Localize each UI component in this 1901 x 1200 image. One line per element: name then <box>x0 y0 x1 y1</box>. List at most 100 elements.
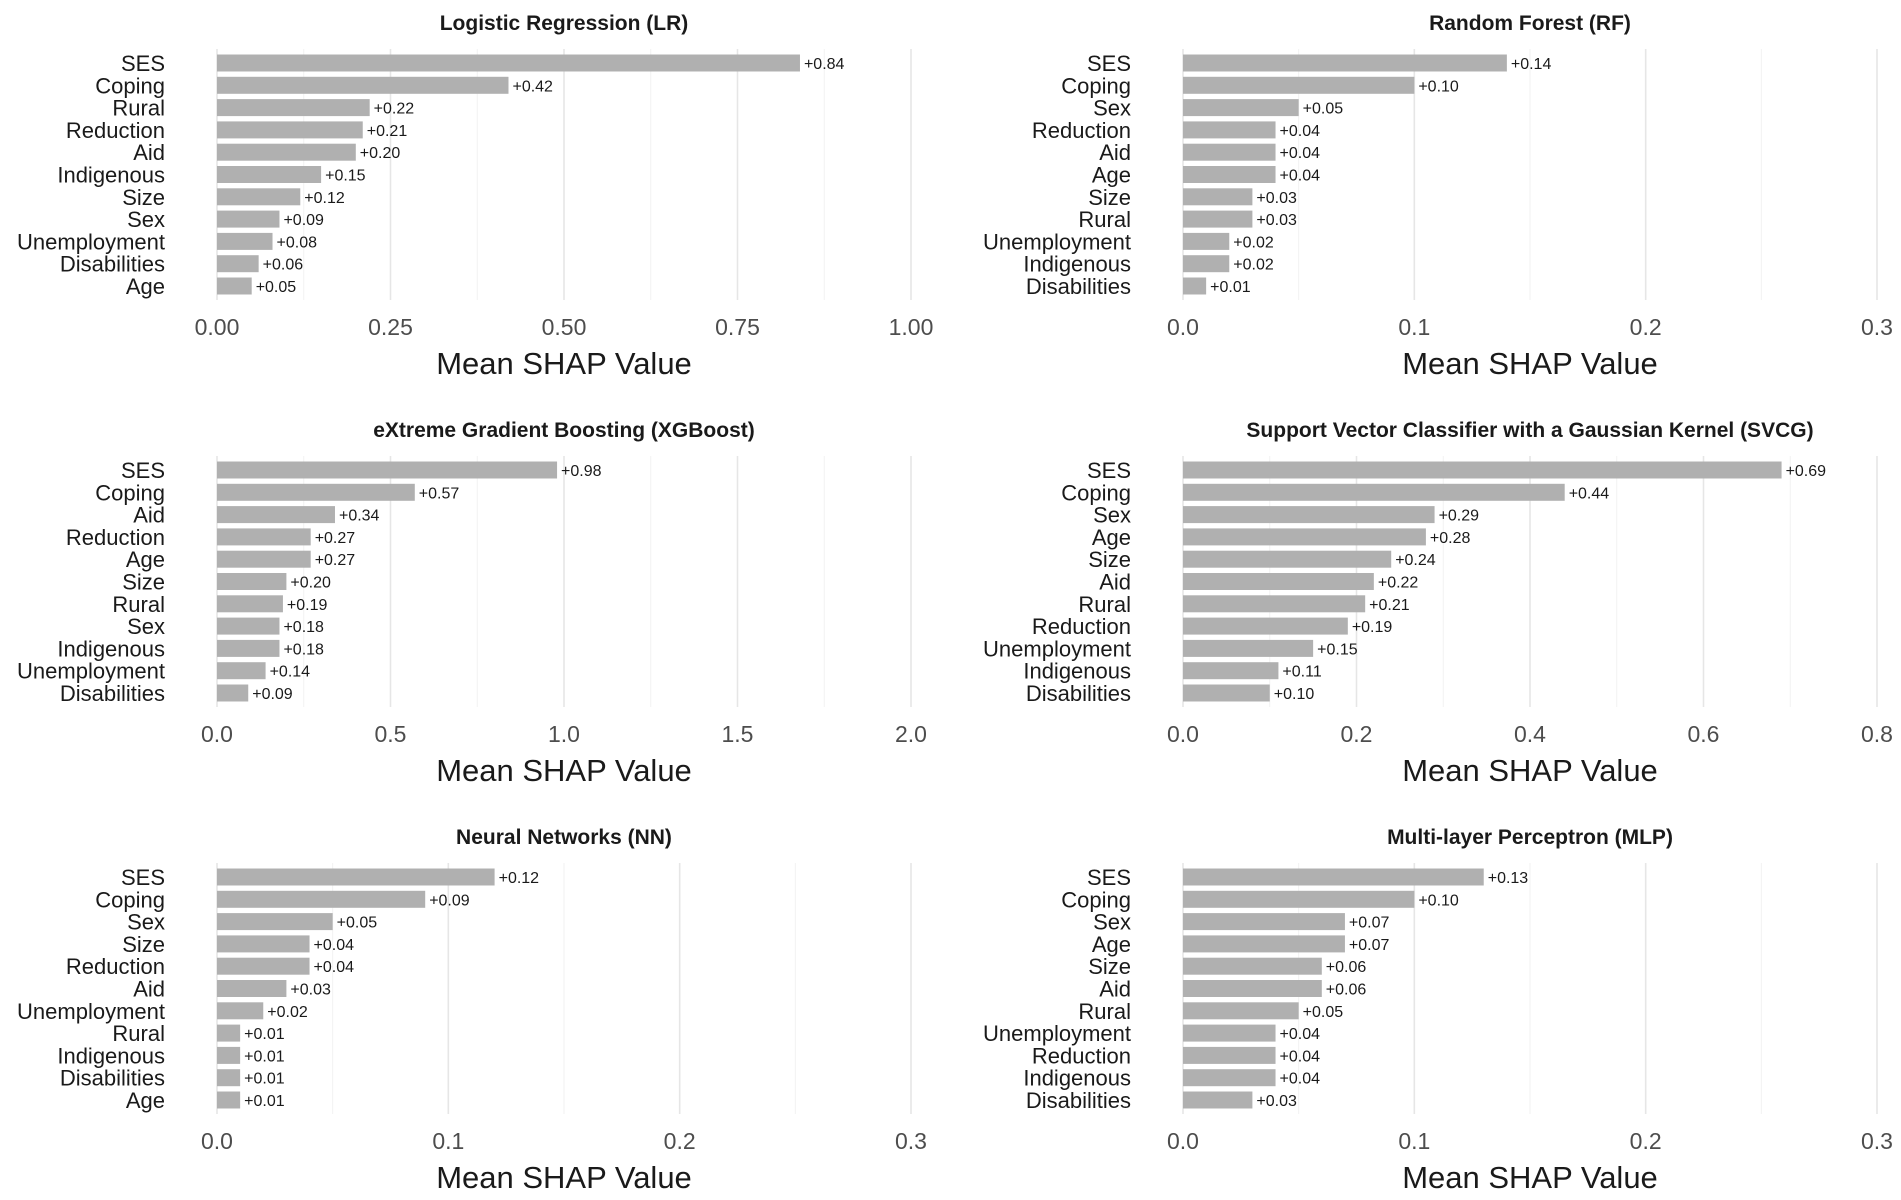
x-tick-label: 0.8 <box>1861 721 1893 747</box>
bar-unemployment <box>1183 1024 1276 1042</box>
bar-aid <box>1183 980 1322 997</box>
bar-aid <box>1183 573 1374 590</box>
value-label: +0.07 <box>1349 937 1390 954</box>
value-label: +0.20 <box>360 145 401 162</box>
x-tick-label: 0.2 <box>1630 314 1662 340</box>
x-tick-label: 0.0 <box>1167 1128 1199 1154</box>
category-label: Sex <box>1093 910 1131 935</box>
bar-disabilities <box>1183 277 1207 295</box>
value-label: +0.06 <box>263 257 304 274</box>
chart-title: Random Forest (RF) <box>1429 12 1631 35</box>
bar-reduction <box>1183 121 1276 139</box>
category-label: Age <box>126 547 165 572</box>
bar-sex <box>217 210 280 228</box>
value-label: +0.12 <box>499 870 540 887</box>
category-label: Coping <box>95 887 165 912</box>
category-label: Coping <box>95 480 165 505</box>
bar-indigenous <box>217 166 322 183</box>
bar-aid <box>217 143 356 161</box>
bar-sex <box>1183 99 1299 117</box>
value-label: +0.04 <box>1280 1071 1321 1088</box>
category-label: Sex <box>127 910 165 935</box>
category-label: Coping <box>1061 887 1131 912</box>
x-tick-label: 0.0 <box>1167 721 1199 747</box>
chart-title: Logistic Regression (LR) <box>440 12 689 35</box>
x-axis-title: Mean SHAP Value <box>436 753 692 788</box>
value-label: +0.28 <box>1430 530 1471 547</box>
chart-panel-6: Multi-layer Perceptron (MLP) SES +0.13 Copi… <box>983 826 1893 1195</box>
category-label: Reduction <box>66 954 165 979</box>
panels: Logistic Regression (LR) SES +0.84 Coping +0… <box>17 12 1893 1195</box>
category-label: Reduction <box>1032 1043 1131 1068</box>
value-label: +0.14 <box>1511 56 1552 73</box>
x-tick-label: 0.50 <box>542 314 587 340</box>
chart-panel-2: Random Forest (RF) SES +0.14 Coping +0.10 Sex… <box>983 12 1893 381</box>
bar-disabilities <box>1183 1091 1253 1109</box>
category-label: SES <box>121 458 165 483</box>
x-tick-label: 0.75 <box>715 314 760 340</box>
value-label: +0.10 <box>1418 892 1459 909</box>
chart-panel-1: Logistic Regression (LR) SES +0.84 Coping +0… <box>17 12 933 381</box>
category-label: SES <box>121 865 165 890</box>
category-label: Age <box>126 1088 165 1113</box>
bar-ses <box>217 868 495 886</box>
x-tick-label: 0.2 <box>1630 1128 1662 1154</box>
x-axis-title: Mean SHAP Value <box>1402 753 1658 788</box>
x-axis-title: Mean SHAP Value <box>436 1160 692 1195</box>
bar-age <box>1183 935 1345 953</box>
value-label: +0.34 <box>339 508 380 525</box>
category-label: Aid <box>1099 570 1131 595</box>
category-label: Unemployment <box>983 1021 1131 1046</box>
bar-unemployment <box>1183 232 1230 250</box>
x-axis-title: Mean SHAP Value <box>436 346 692 381</box>
category-label: Disabilities <box>60 1066 165 1091</box>
value-label: +0.21 <box>1369 597 1410 614</box>
value-label: +0.13 <box>1488 870 1529 887</box>
category-label: Unemployment <box>983 229 1131 254</box>
value-label: +0.69 <box>1786 463 1827 480</box>
bar-age <box>217 550 311 568</box>
value-label: +0.04 <box>1280 145 1321 162</box>
value-label: +0.04 <box>314 959 355 976</box>
x-tick-label: 0.3 <box>1861 314 1893 340</box>
value-label: +0.03 <box>290 982 331 999</box>
bar-aid <box>217 980 287 997</box>
value-label: +0.12 <box>304 190 345 207</box>
chart-panel-3: eXtreme Gradient Boosting (XGBoost) SES +0… <box>17 419 927 788</box>
category-label: Disabilities <box>1026 681 1131 706</box>
category-label: SES <box>1087 865 1131 890</box>
category-label: Age <box>126 274 165 299</box>
chart-title: Support Vector Classifier with a Gaussia… <box>1246 419 1813 442</box>
value-label: +0.10 <box>1418 78 1459 95</box>
category-label: Indigenous <box>1023 1066 1131 1091</box>
value-label: +0.11 <box>1282 664 1321 681</box>
bar-reduction <box>217 528 311 546</box>
value-label: +0.19 <box>1352 619 1393 636</box>
category-label: Indigenous <box>57 1043 165 1068</box>
bar-coping <box>217 76 509 94</box>
value-label: +0.06 <box>1326 982 1367 999</box>
x-tick-label: 1.00 <box>889 314 934 340</box>
value-label: +0.03 <box>1256 212 1297 229</box>
category-label: Reduction <box>1032 614 1131 639</box>
value-label: +0.14 <box>270 664 311 681</box>
category-label: SES <box>1087 458 1131 483</box>
bar-size <box>217 935 310 953</box>
category-label: Size <box>122 932 165 957</box>
bar-unemployment <box>217 232 273 250</box>
category-label: Unemployment <box>983 636 1131 661</box>
x-tick-label: 0.0 <box>201 1128 233 1154</box>
category-label: Indigenous <box>57 163 165 188</box>
value-label: +0.05 <box>1303 101 1344 118</box>
category-label: Rural <box>1078 592 1131 617</box>
bar-rural <box>1183 210 1253 228</box>
bar-sex <box>1183 913 1345 931</box>
value-label: +0.19 <box>287 597 328 614</box>
value-label: +0.27 <box>315 552 356 569</box>
x-tick-label: 0.2 <box>664 1128 696 1154</box>
bar-age <box>1183 166 1276 183</box>
category-label: Sex <box>127 614 165 639</box>
value-label: +0.01 <box>244 1071 285 1088</box>
category-label: Size <box>122 570 165 595</box>
category-label: SES <box>121 51 165 76</box>
